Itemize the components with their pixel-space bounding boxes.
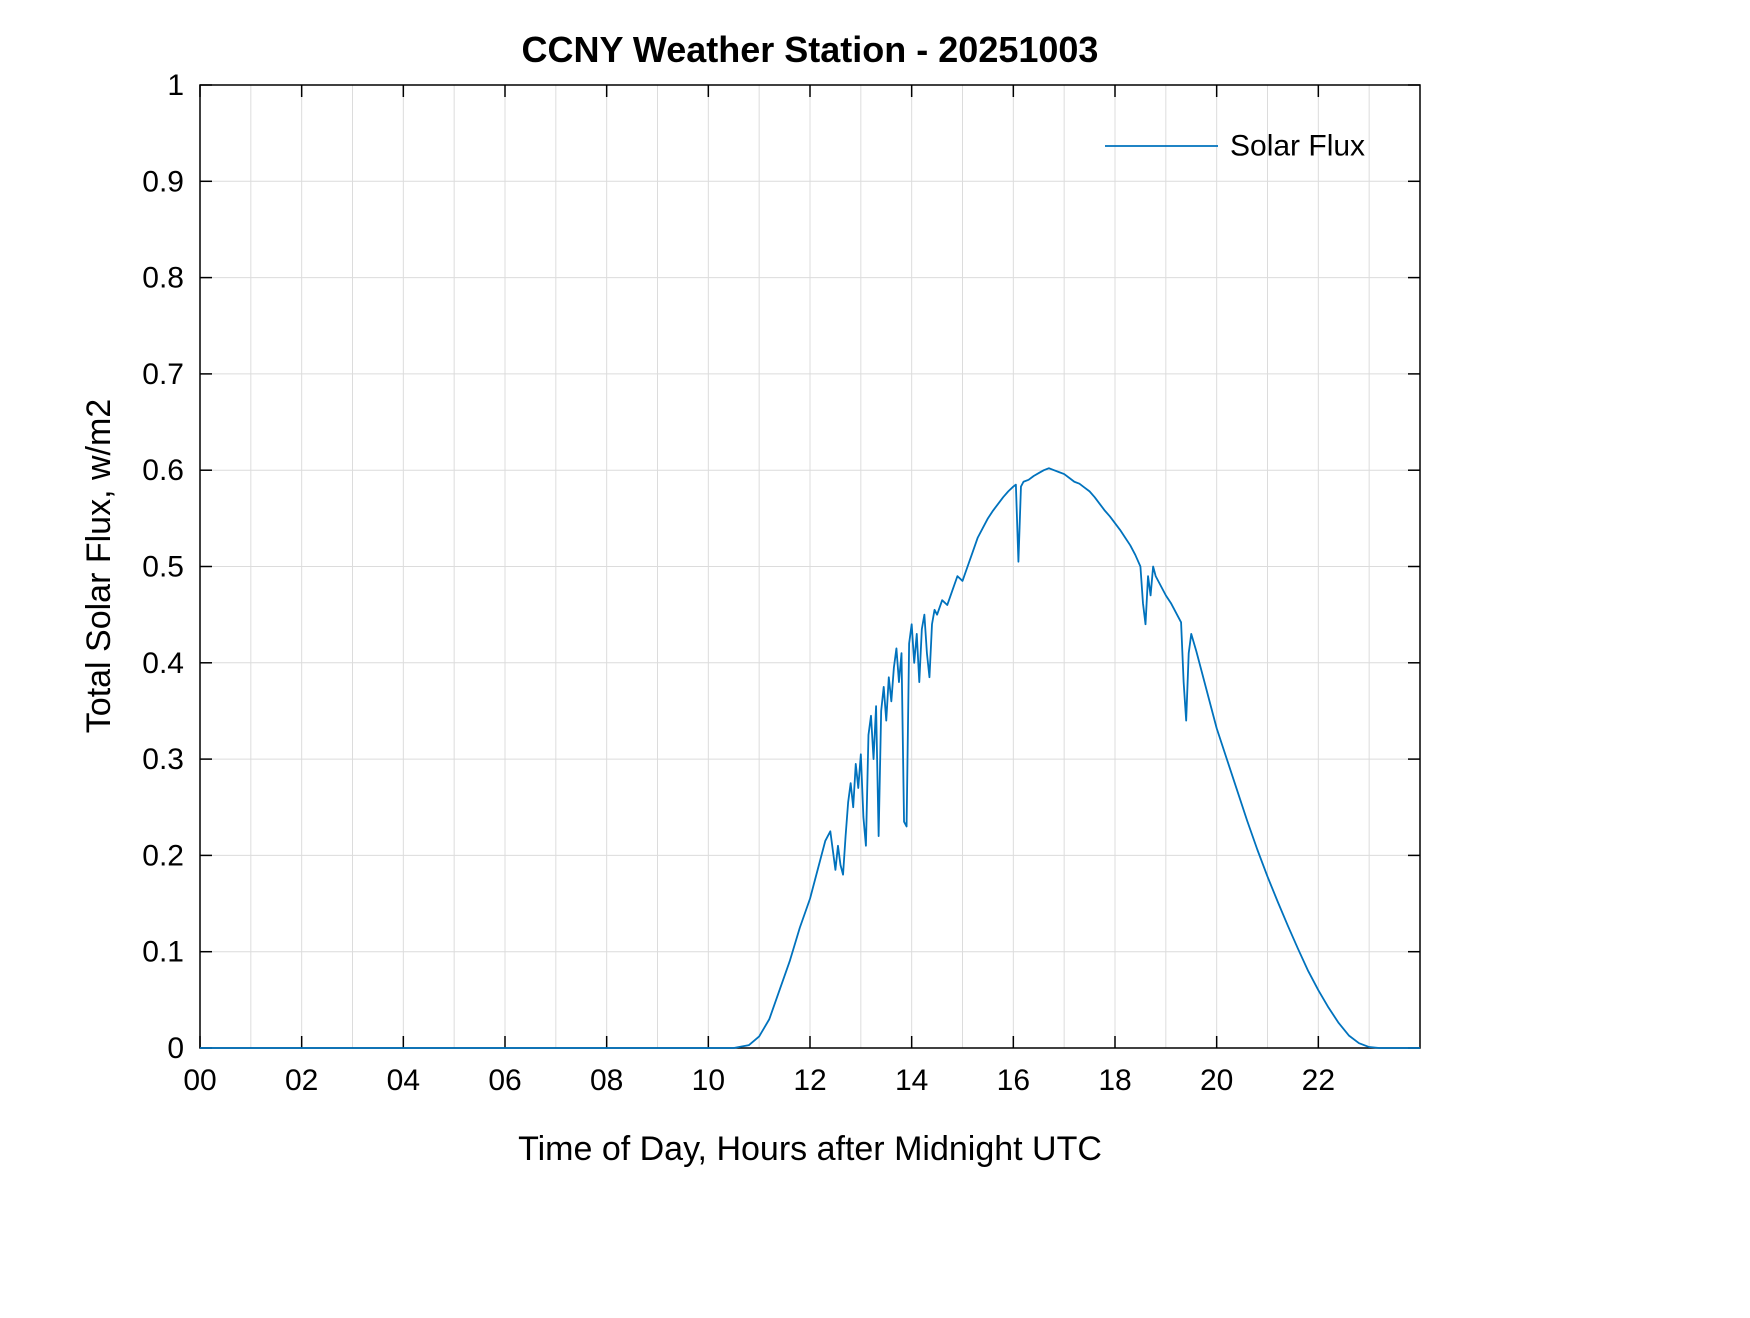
x-tick-label: 18 [1098,1064,1131,1097]
y-tick-label: 0.4 [142,647,184,680]
solar-flux-line [200,467,1420,1049]
tick-label-layer: 00 02 04 06 08 10 12 14 16 18 20 22 0 0.1 0.2 0.3 0.4 0.5… [142,69,1335,1097]
y-tick-label: 0.3 [142,743,184,776]
legend: Solar Flux [1105,130,1365,163]
x-tick-label: 00 [183,1064,216,1097]
x-tick-label: 10 [692,1064,725,1097]
series-layer [200,467,1420,1049]
x-axis-label: Time of Day, Hours after Midnight UTC [518,1130,1102,1168]
y-tick-label: 0.9 [142,165,184,198]
x-tick-label: 02 [285,1064,318,1097]
x-tick-label: 16 [997,1064,1030,1097]
x-tick-label: 06 [488,1064,521,1097]
y-tick-label: 0.5 [142,551,184,584]
y-tick-label: 1 [167,69,184,102]
x-tick-label: 22 [1302,1064,1335,1097]
x-tick-label: 14 [895,1064,928,1097]
y-tick-label: 0 [167,1032,184,1065]
x-tick-label: 04 [387,1064,420,1097]
x-tick-label: 12 [793,1064,826,1097]
x-tick-label: 08 [590,1064,623,1097]
y-tick-label: 0.2 [142,839,184,872]
legend-label: Solar Flux [1230,130,1365,163]
x-tick-label: 20 [1200,1064,1233,1097]
y-tick-label: 0.1 [142,936,184,969]
y-tick-label: 0.6 [142,454,184,487]
chart-title: CCNY Weather Station - 20251003 [522,29,1099,70]
tick-layer [199,84,1420,1049]
y-axis-label: Total Solar Flux, w/m2 [80,399,118,733]
y-tick-label: 0.8 [142,262,184,295]
y-tick-label: 0.7 [142,358,184,391]
grid-layer [200,85,1420,1048]
